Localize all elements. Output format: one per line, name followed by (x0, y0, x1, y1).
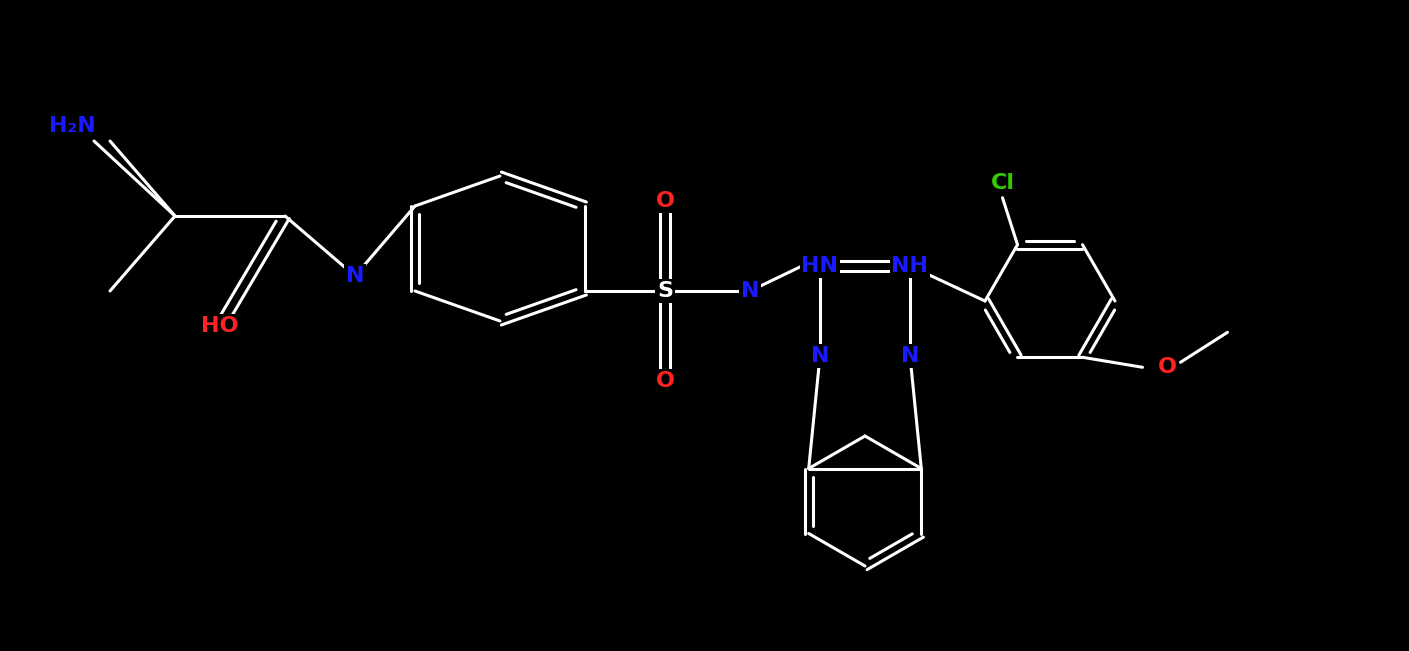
Text: O: O (1158, 357, 1177, 378)
Text: HO: HO (201, 316, 238, 336)
Text: O: O (655, 371, 675, 391)
Text: N: N (345, 266, 365, 286)
Text: S: S (657, 281, 674, 301)
Text: HN: HN (802, 256, 838, 276)
Text: N: N (741, 281, 759, 301)
Text: O: O (655, 191, 675, 211)
Text: Cl: Cl (991, 173, 1014, 193)
Text: NH: NH (892, 256, 929, 276)
Text: H₂N: H₂N (49, 116, 96, 136)
Text: N: N (810, 346, 830, 366)
Text: N: N (900, 346, 919, 366)
